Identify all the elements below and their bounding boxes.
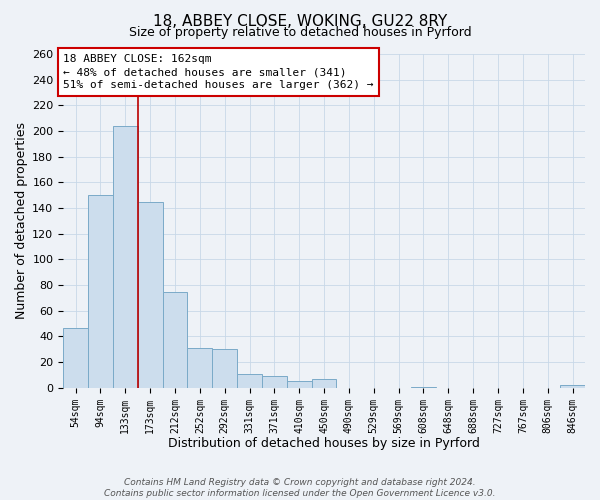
- Text: Contains HM Land Registry data © Crown copyright and database right 2024.
Contai: Contains HM Land Registry data © Crown c…: [104, 478, 496, 498]
- X-axis label: Distribution of detached houses by size in Pyrford: Distribution of detached houses by size …: [168, 437, 480, 450]
- Bar: [113, 126, 137, 388]
- Text: Size of property relative to detached houses in Pyrford: Size of property relative to detached ho…: [128, 26, 472, 39]
- Bar: [212, 350, 237, 388]
- Bar: [187, 348, 212, 388]
- Bar: [287, 382, 311, 388]
- Y-axis label: Number of detached properties: Number of detached properties: [15, 122, 28, 320]
- Bar: [262, 376, 287, 388]
- Bar: [560, 386, 585, 388]
- Text: 18 ABBEY CLOSE: 162sqm
← 48% of detached houses are smaller (341)
51% of semi-de: 18 ABBEY CLOSE: 162sqm ← 48% of detached…: [63, 54, 374, 90]
- Text: 18, ABBEY CLOSE, WOKING, GU22 8RY: 18, ABBEY CLOSE, WOKING, GU22 8RY: [153, 14, 447, 29]
- Bar: [137, 202, 163, 388]
- Bar: [411, 386, 436, 388]
- Bar: [163, 292, 187, 388]
- Bar: [237, 374, 262, 388]
- Bar: [88, 195, 113, 388]
- Bar: [311, 379, 337, 388]
- Bar: [63, 328, 88, 388]
